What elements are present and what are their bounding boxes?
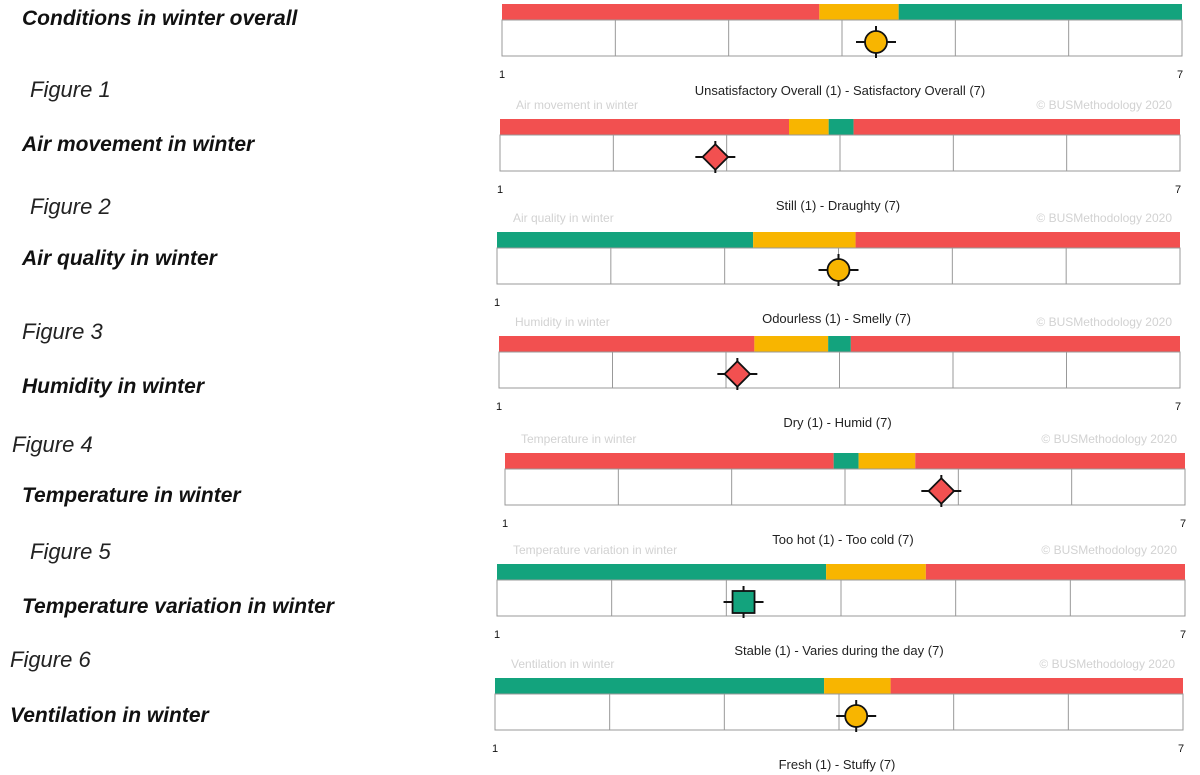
axis-caption: Odourless (1) - Smelly (7) [762, 311, 911, 326]
chart-header-label: Air movement in winter [516, 98, 638, 112]
marker-square [731, 590, 756, 614]
mean-marker [921, 475, 962, 507]
chart-header-label: Air quality in winter [513, 211, 614, 225]
row-title: Temperature in winter [22, 484, 241, 507]
figure-label: Figure 5 [30, 539, 111, 564]
band-amber [826, 564, 926, 580]
band-amber [858, 453, 916, 469]
figure-label: Figure 3 [22, 319, 103, 344]
row-title: Ventilation in winter [10, 704, 209, 727]
band-amber [754, 336, 829, 352]
chart-copyright: © BUSMethodology 2020 [1039, 657, 1175, 671]
chart-copyright: © BUSMethodology 2020 [1036, 315, 1172, 329]
mean-marker [717, 358, 758, 390]
row-title: Air quality in winter [22, 247, 217, 270]
rating-chart: Temperature in winter © BUSMethodology 20… [502, 432, 1186, 547]
band-red [850, 336, 1180, 352]
chart-copyright: © BUSMethodology 2020 [1036, 211, 1172, 225]
marker-diamond [927, 476, 956, 506]
rating-chart: Air quality in winter © BUSMethodology 20… [494, 211, 1181, 326]
tick-label-min: 1 [497, 184, 503, 196]
band-red [499, 336, 755, 352]
mean-marker [836, 700, 877, 732]
band-green [833, 453, 859, 469]
figure-label: Figure 4 [12, 432, 93, 457]
marker-circle [844, 704, 869, 728]
mean-marker [723, 586, 764, 618]
figure-label: Figure 6 [10, 647, 91, 672]
chart-header-label: Temperature variation in winter [513, 543, 677, 557]
axis-caption: Unsatisfactory Overall (1) - Satisfactor… [695, 83, 985, 98]
mean-marker [856, 26, 896, 58]
tick-label-max: 7 [1175, 401, 1181, 413]
rating-chart: 1 7 Unsatisfactory Overall (1) - Satisfact… [499, 4, 1183, 98]
band-green [828, 119, 854, 135]
band-red [915, 453, 1185, 469]
tick-label-max: 7 [1178, 743, 1184, 755]
tick-label-min: 1 [494, 297, 500, 309]
band-amber [789, 119, 829, 135]
axis-caption: Fresh (1) - Stuffy (7) [779, 757, 896, 772]
figure-label: Figure 2 [30, 194, 111, 219]
band-red [500, 119, 789, 135]
band-amber [824, 678, 891, 694]
tick-label-min: 1 [499, 69, 505, 81]
tick-label-min: 1 [496, 401, 502, 413]
axis-caption: Dry (1) - Humid (7) [783, 415, 891, 430]
chart-copyright: © BUSMethodology 2020 [1041, 543, 1177, 557]
tick-label-max: 7 [1177, 69, 1183, 81]
mean-marker [818, 254, 859, 286]
figure-label: Figure 1 [30, 77, 111, 102]
marker-diamond [701, 142, 730, 172]
band-green [828, 336, 851, 352]
band-red [853, 119, 1180, 135]
band-green [898, 4, 1182, 20]
tick-label-max: 7 [1180, 629, 1186, 641]
rating-chart: Ventilation in winter © BUSMethodology 20… [492, 657, 1184, 772]
tick-label-max: 7 [1180, 518, 1186, 530]
rating-chart: Air movement in winter © BUSMethodology 2… [497, 98, 1181, 213]
band-green [497, 232, 754, 248]
band-amber [753, 232, 856, 248]
axis-caption: Still (1) - Draughty (7) [776, 198, 900, 213]
band-red [890, 678, 1183, 694]
band-red [502, 4, 820, 20]
chart-copyright: © BUSMethodology 2020 [1036, 98, 1172, 112]
tick-label-min: 1 [494, 629, 500, 641]
tick-label-max: 7 [1175, 184, 1181, 196]
band-red [505, 453, 834, 469]
rating-chart: Humidity in winter © BUSMethodology 2020 1… [496, 315, 1181, 430]
tick-label-min: 1 [502, 518, 508, 530]
marker-circle [864, 30, 888, 54]
chart-header-label: Temperature in winter [521, 432, 636, 446]
row-title: Conditions in winter overall [22, 7, 298, 30]
chart-copyright: © BUSMethodology 2020 [1041, 432, 1177, 446]
axis-caption: Too hot (1) - Too cold (7) [772, 532, 913, 547]
mean-marker [695, 141, 736, 173]
chart-header-label: Humidity in winter [515, 315, 610, 329]
band-red [925, 564, 1185, 580]
axis-caption: Stable (1) - Varies during the day (7) [734, 643, 943, 658]
row-title: Temperature variation in winter [22, 595, 334, 618]
row-title: Humidity in winter [22, 375, 205, 398]
band-green [495, 678, 825, 694]
rating-chart: Temperature variation in winter © BUSMeth… [494, 543, 1186, 658]
marker-circle [826, 258, 851, 282]
band-green [497, 564, 827, 580]
chart-header-label: Ventilation in winter [511, 657, 614, 671]
row-title: Air movement in winter [22, 133, 255, 156]
band-red [855, 232, 1180, 248]
marker-diamond [723, 359, 752, 389]
band-amber [819, 4, 899, 20]
tick-label-min: 1 [492, 743, 498, 755]
